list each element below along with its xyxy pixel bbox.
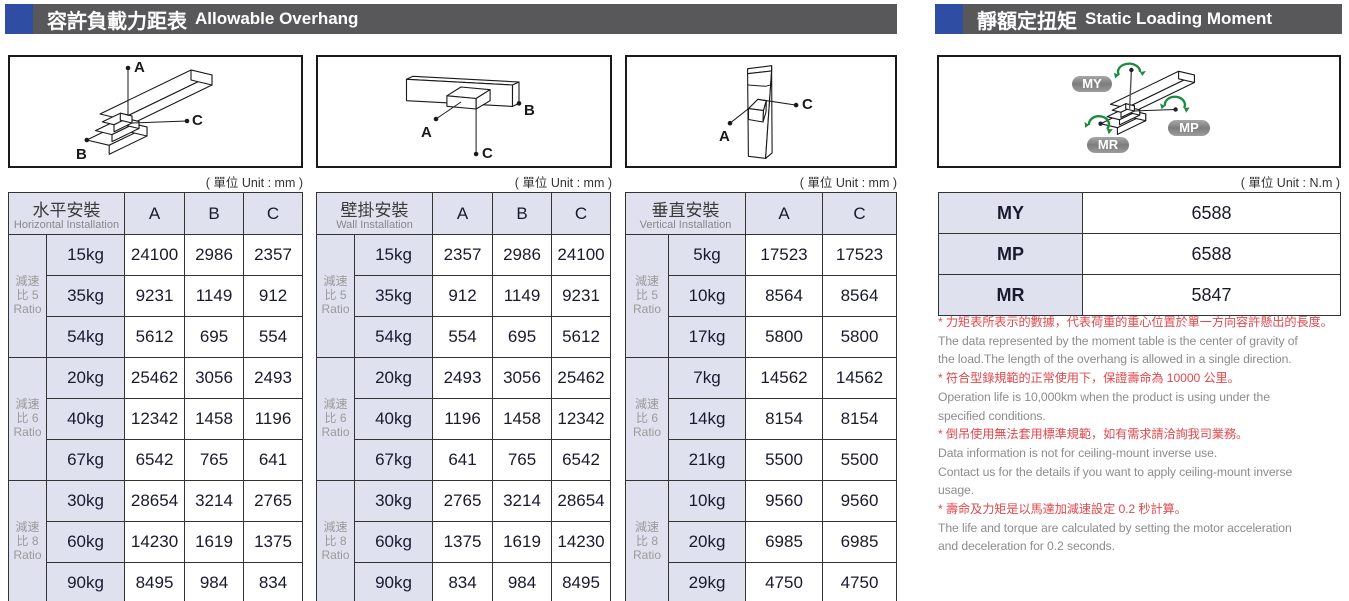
svg-text:C: C [482, 145, 493, 162]
svg-text:A: A [421, 124, 432, 141]
svg-text:MR: MR [1098, 137, 1119, 152]
svg-text:MP: MP [1179, 120, 1199, 135]
svg-text:B: B [76, 146, 87, 163]
svg-text:C: C [802, 96, 813, 113]
svg-text:A: A [134, 59, 145, 76]
svg-text:C: C [192, 112, 203, 129]
svg-text:MY: MY [1082, 76, 1102, 91]
svg-text:B: B [524, 102, 535, 119]
svg-text:A: A [719, 128, 730, 145]
